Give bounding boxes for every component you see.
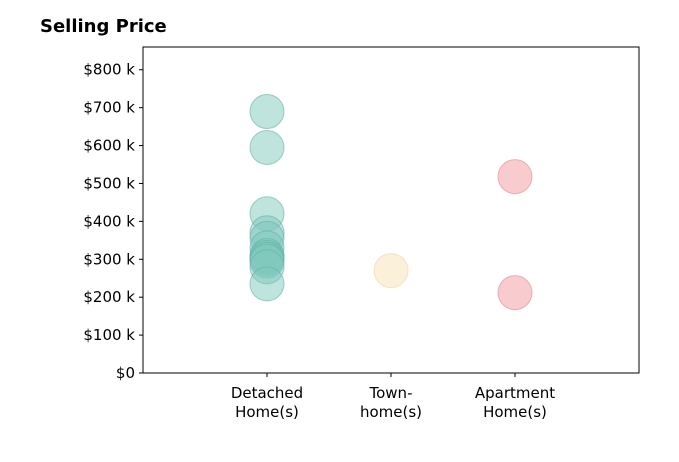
x-axis: Detached Home(s) Town-home(s) Apartment Home… (231, 373, 555, 421)
x-tick-label: Town-home(s) (360, 384, 422, 421)
data-point (373, 253, 409, 289)
chart-title: Selling Price (40, 16, 167, 37)
y-tick-label: $0 (116, 364, 135, 382)
data-point (497, 275, 533, 311)
y-tick-label: $400 k (83, 212, 135, 230)
y-tick-label: $800 k (83, 61, 135, 79)
y-tick-label: $600 k (83, 137, 135, 155)
y-tick-label: $100 k (83, 326, 135, 344)
y-tick-label: $300 k (83, 250, 135, 268)
data-points (249, 93, 533, 311)
data-point (249, 93, 285, 129)
data-point (249, 266, 285, 302)
data-point (249, 129, 285, 165)
y-axis: $0 $100 k $200 k $300 k $400 k $500 k $600 k $7… (83, 61, 143, 382)
x-tick-label: Apartment Home(s) (475, 384, 555, 421)
y-tick-label: $200 k (83, 288, 135, 306)
axes-frame (142, 46, 640, 374)
y-tick-label: $700 k (83, 99, 135, 117)
y-tick-label: $500 k (83, 174, 135, 192)
x-tick-label: Detached Home(s) (231, 384, 303, 421)
data-point (497, 159, 533, 195)
